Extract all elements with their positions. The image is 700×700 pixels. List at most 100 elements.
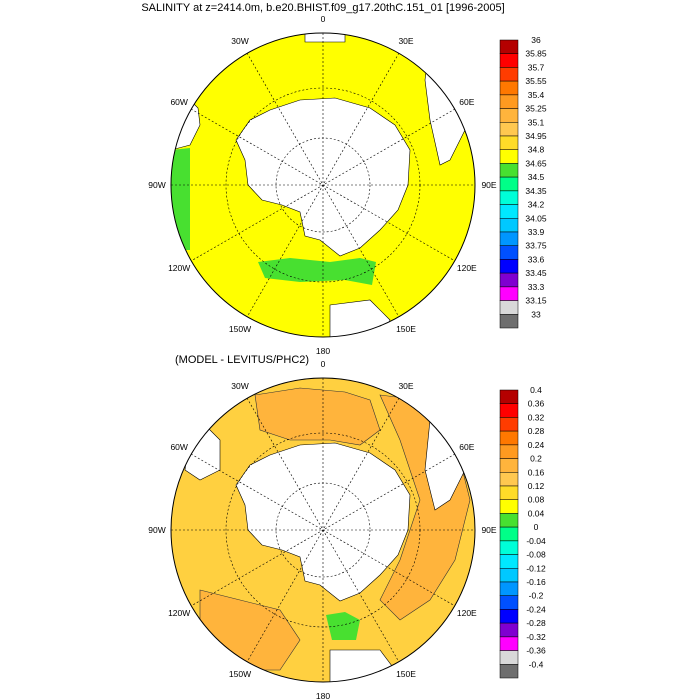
colorbar-swatch (499, 568, 519, 583)
longitude-label: 90E (481, 180, 496, 190)
longitude-label: 30E (398, 36, 413, 46)
longitude-label: 150W (229, 324, 251, 334)
low-salinity-patch-south (258, 258, 376, 285)
colorbar-label: -0.16 (526, 577, 546, 587)
colorbar-swatch (499, 609, 519, 624)
colorbar-label: -0.24 (526, 604, 546, 614)
colorbar-swatch (499, 314, 519, 329)
colorbar-label: -0.04 (526, 536, 546, 546)
panel-difference: (MODEL - LEVITUS/PHC2) 0 30E 60E (148, 354, 546, 700)
longitude-label: 90E (481, 525, 496, 535)
colorbar-label: 0.4 (530, 385, 542, 395)
longitude-label: 180 (316, 691, 330, 700)
panel-title: (MODEL - LEVITUS/PHC2) (175, 354, 309, 366)
colorbar-swatch (499, 190, 519, 205)
longitude-label: 60E (459, 97, 474, 107)
colorbar-swatch (499, 485, 519, 500)
longitude-label: 90W (148, 180, 165, 190)
colorbar-swatch (499, 499, 519, 514)
colorbar-label: -0.36 (526, 646, 546, 656)
colorbar-swatch (499, 80, 519, 96)
colorbar-label: 35.7 (528, 62, 545, 72)
colorbar-label: 0.24 (528, 440, 545, 450)
top-land-patch (304, 33, 346, 43)
colorbar-swatch (499, 108, 519, 123)
longitude-label: 150E (396, 324, 416, 334)
panel-title: SALINITY at z=2414.0m, b.e20.BHIST.f09_g… (141, 2, 504, 14)
colorbar-swatch (499, 53, 519, 68)
colorbar-swatch (499, 554, 519, 569)
colorbar-label: 0.16 (528, 467, 545, 477)
colorbar-swatch (499, 403, 519, 418)
longitude-label: 120W (168, 263, 190, 273)
colorbar-swatch (499, 245, 519, 260)
colorbar-label: 35.25 (525, 104, 547, 114)
colorbar-swatch (499, 526, 519, 542)
colorbar-label: 35.85 (525, 49, 547, 59)
colorbar-label: 33 (531, 309, 541, 319)
low-salinity-patch-west (171, 148, 190, 250)
colorbar-swatch (499, 163, 519, 178)
longitude-label: 180 (316, 346, 330, 356)
colorbar-label: -0.2 (529, 591, 544, 601)
colorbar-label: 33.75 (525, 241, 547, 251)
colorbar-swatch (499, 176, 519, 192)
longitude-label: 60W (170, 442, 187, 452)
colorbar-swatch (499, 231, 519, 246)
longitude-label: 90W (148, 525, 165, 535)
colorbar-label: 0 (534, 522, 539, 532)
colorbar-swatch (499, 472, 519, 487)
colorbar-label: 34.05 (525, 213, 547, 223)
colorbar-label: 0.36 (528, 399, 545, 409)
colorbar-swatch (499, 622, 519, 638)
colorbar-label: 33.3 (528, 282, 545, 292)
colorbar-label: -0.4 (529, 659, 544, 669)
colorbar-label: 33.9 (528, 227, 545, 237)
colorbar-label: 0.28 (528, 426, 545, 436)
colorbar-swatch (499, 444, 519, 459)
longitude-label: 150W (229, 669, 251, 679)
colorbar-label: 34.95 (525, 131, 547, 141)
colorbar-swatch (499, 389, 519, 404)
longitude-label: 60W (170, 97, 187, 107)
longitude-label: 0 (321, 359, 326, 369)
colorbar-label: -0.12 (526, 563, 546, 573)
colorbar-label: 35.55 (525, 76, 547, 86)
colorbar-swatch (499, 650, 519, 665)
colorbar-label: 33.15 (525, 296, 547, 306)
longitude-label: 120W (168, 608, 190, 618)
colorbar-swatch (499, 417, 519, 432)
colorbar-label: 34.5 (528, 172, 545, 182)
colorbar-salinity: 36 35.85 35.7 35.55 35.4 35.25 35.1 34.95 34.8 34… (499, 35, 547, 329)
colorbar-swatch (499, 430, 519, 446)
colorbar-label: -0.28 (526, 618, 546, 628)
colorbar-swatch (499, 259, 519, 274)
graticule (171, 378, 475, 682)
colorbar-swatch (499, 300, 519, 315)
longitude-labels: 0 30E 60E 90E 120E 150E 180 150W 120W 90W 60W 30W (148, 359, 497, 700)
longitude-labels: 0 30E 60E 90E 120E 150E 180 150W 120W 90W 60W 30W (148, 14, 497, 356)
colorbar-label: 0.08 (528, 495, 545, 505)
colorbar-label: 36 (531, 35, 541, 45)
longitude-label: 120E (457, 608, 477, 618)
colorbar-label: 0.32 (528, 412, 545, 422)
colorbar-label: 33.45 (525, 268, 547, 278)
colorbar-label: 0.04 (528, 508, 545, 518)
colorbar-difference: 0.4 0.36 0.32 0.28 0.24 0.2 0.16 0.12 0.08 0.04 0 -… (499, 385, 546, 679)
colorbar-label: 0.2 (530, 454, 542, 464)
colorbar-label: 35.1 (528, 117, 545, 127)
longitude-label: 30W (231, 381, 248, 391)
colorbar-swatch (499, 581, 519, 596)
colorbar-swatch (499, 513, 519, 528)
colorbar-label: 35.4 (528, 90, 545, 100)
longitude-label: 30W (231, 36, 248, 46)
positive-anomaly-north (254, 387, 381, 446)
longitude-label: 60E (459, 442, 474, 452)
colorbar-swatch (499, 636, 519, 651)
colorbar-label: -0.08 (526, 550, 546, 560)
colorbar-swatch (499, 218, 519, 233)
colorbar-swatch (499, 67, 519, 82)
colorbar-swatch (499, 272, 519, 288)
colorbar-label: 34.2 (528, 200, 545, 210)
colorbar-swatch (499, 595, 519, 610)
